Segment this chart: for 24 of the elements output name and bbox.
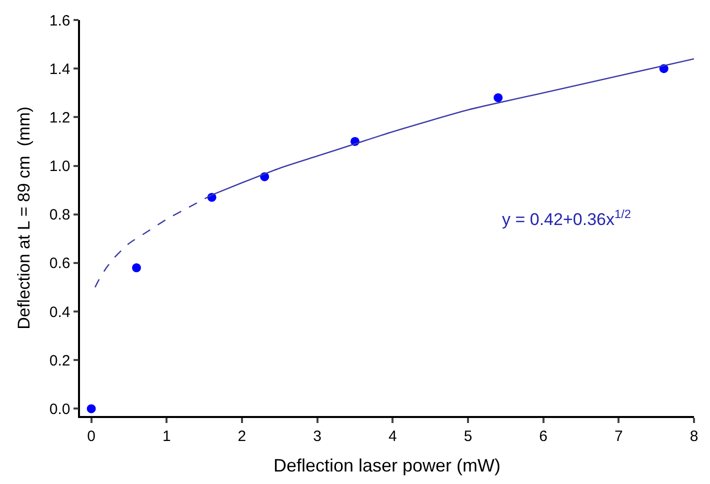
x-tick-label: 7 [614, 428, 623, 445]
y-axis-title: Deflection at L = 89 cm (mm) [14, 106, 34, 330]
x-tick-label: 4 [388, 428, 397, 445]
point [132, 263, 141, 272]
y-tick-label: 1.6 [49, 12, 70, 30]
x-tick-label: 8 [690, 428, 698, 445]
y-tick-label: 1.0 [49, 158, 70, 176]
point [494, 93, 503, 102]
x-tick-label: 0 [87, 428, 96, 445]
y-tick-label: 1.2 [49, 109, 70, 126]
y-tick-label: 0.0 [49, 400, 70, 418]
point [86, 404, 96, 414]
y-tick-label: 1.4 [49, 60, 70, 78]
x-tick-label: 3 [313, 428, 322, 445]
y-tick-label: 0.6 [49, 255, 70, 272]
x-tick-label: 5 [464, 428, 472, 445]
x-axis-title: Deflection laser power (mW) [273, 455, 501, 476]
y-tick-label: 0.8 [49, 206, 70, 224]
annotation: y = 0.42+0.36x$^{1/2}$ [502, 207, 632, 230]
x-tick-label: 6 [539, 428, 548, 445]
x-tick-label: 2 [238, 428, 246, 445]
y-tick-label: 0.2 [49, 352, 70, 370]
x-tick-label: 1 [162, 428, 171, 445]
y-tick-label: 0.4 [49, 304, 70, 321]
